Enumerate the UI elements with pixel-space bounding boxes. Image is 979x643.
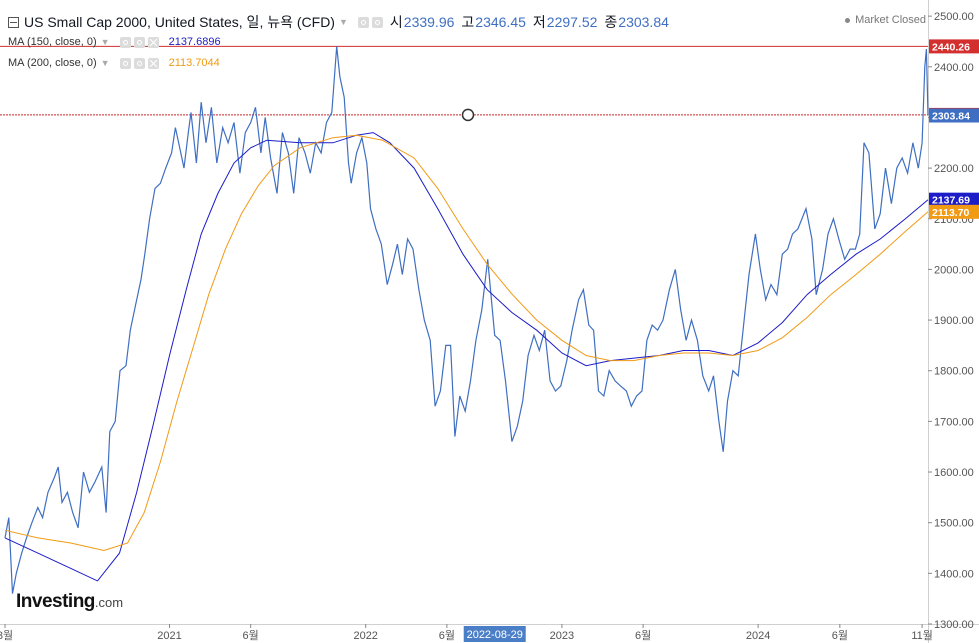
y-tick-label: 2000.00: [934, 264, 974, 276]
price-tag: 2113.70: [932, 207, 970, 219]
price-tag: 2303.84: [932, 110, 970, 122]
price-tag: 2440.26: [932, 41, 970, 53]
logo-main: Investing: [16, 591, 95, 612]
chart-header: US Small Cap 2000, United States, 일, 뉴욕 …: [8, 12, 669, 32]
crosshair-date-bg: [463, 626, 526, 642]
status-dot-icon: [845, 17, 851, 23]
instrument-title: US Small Cap 2000, United States, 일, 뉴욕 …: [24, 14, 335, 30]
low-value: 2297.52: [546, 14, 598, 30]
close-value: 2303.84: [618, 14, 669, 30]
close-icon[interactable]: [147, 57, 159, 69]
indicator-label: MA (150, close, 0): [8, 36, 97, 48]
chevron-down-icon[interactable]: ▼: [338, 17, 348, 27]
ma-line: [4, 134, 929, 552]
gear-icon[interactable]: [133, 36, 145, 48]
price-tag-bg: [929, 108, 979, 123]
x-tick-label: 6월: [635, 629, 651, 642]
price-tag-bg: [929, 192, 979, 207]
eye-icon[interactable]: [119, 36, 131, 48]
ma-line: [4, 132, 929, 582]
y-tick-label: 2400.00: [934, 62, 974, 74]
y-tick-label: 1600.00: [934, 467, 974, 479]
eye-icon[interactable]: [119, 57, 131, 69]
collapse-icon[interactable]: [8, 16, 19, 28]
close-label: 종: [604, 14, 618, 30]
close-icon[interactable]: [147, 36, 159, 48]
y-tick-label: 1700.00: [934, 416, 974, 428]
y-tick-label: 1900.00: [934, 315, 974, 327]
eye-icon[interactable]: [357, 16, 369, 28]
y-tick-label: 1400.00: [934, 568, 974, 580]
indicator-label: MA (200, close, 0): [8, 57, 97, 69]
x-tick-label: 2023: [550, 630, 574, 642]
plot-area: [0, 0, 928, 624]
x-tick-label: 2024: [746, 630, 770, 642]
price-tag: 2137.69: [932, 195, 970, 207]
indicator-value: 2113.7044: [168, 57, 220, 69]
market-status: Market Closed: [845, 14, 926, 26]
chevron-down-icon[interactable]: ▼: [100, 37, 110, 47]
crosshair-date-label: 2022-08-29: [467, 629, 523, 641]
line-handle: [461, 108, 475, 122]
indicator-ma200[interactable]: MA (200, close, 0) ▼ 2113.7044: [8, 57, 220, 69]
y-tick-label: 1300.00: [934, 619, 974, 631]
x-tick-label: 6월: [832, 629, 848, 642]
gear-icon[interactable]: [371, 16, 383, 28]
open-label: 시: [389, 14, 403, 30]
low-label: 저: [532, 14, 546, 30]
x-tick-label: 6월: [439, 629, 455, 642]
high-label: 고: [461, 14, 475, 30]
price-line: [4, 46, 929, 594]
x-tick-label: 11월: [911, 629, 933, 642]
investing-logo: Investing.com: [16, 591, 123, 613]
y-tick-label: 1800.00: [934, 366, 974, 378]
x-tick-label: 2021: [157, 630, 181, 642]
gear-icon[interactable]: [133, 57, 145, 69]
chevron-down-icon[interactable]: ▼: [100, 58, 110, 68]
market-status-text: Market Closed: [855, 14, 926, 26]
high-value: 2346.45: [475, 14, 526, 30]
indicator-value: 2137.6896: [168, 36, 221, 48]
logo-suffix: .com: [94, 595, 124, 610]
open-value: 2339.96: [403, 14, 455, 30]
y-tick-label: 2200.00: [934, 163, 974, 175]
price-tag-bg: [929, 204, 979, 219]
y-tick-label: 1500.00: [934, 518, 974, 530]
x-tick-label: 3월: [0, 629, 13, 642]
x-tick-label: 6월: [243, 629, 259, 642]
indicator-ma150[interactable]: MA (150, close, 0) ▼ 2137.6896: [8, 36, 221, 48]
y-tick-label: 2500.00: [934, 11, 974, 23]
price-tag-bg: [929, 39, 979, 54]
x-tick-label: 2022: [353, 630, 377, 642]
